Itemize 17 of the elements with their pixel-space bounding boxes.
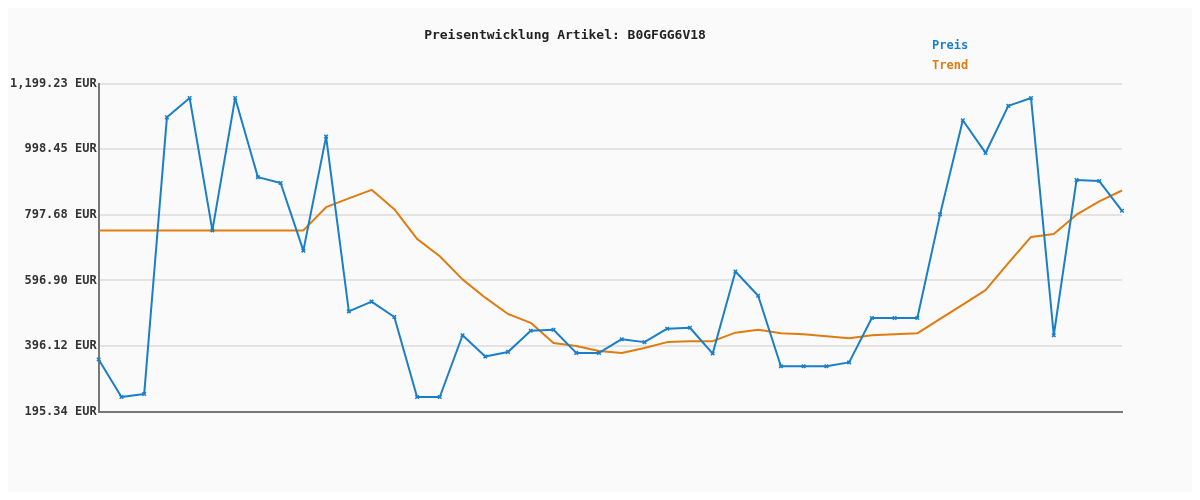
point [732,269,738,275]
point [209,227,215,233]
y-tick-label: 797.68 EUR [24,206,98,221]
point [414,394,420,400]
point [369,299,375,305]
y-tick-label: 998.45 EUR [24,141,98,156]
y-tick-label: 596.90 EUR [24,272,98,287]
y-tick-label: 396.12 EUR [24,338,98,353]
point [1028,95,1034,101]
point [255,174,261,180]
text: Trend [932,58,969,73]
chart-title: Preisentwicklung Artikel: B0GFGG6V18 [424,27,707,43]
y-tick-label: 1,199.23 EUR [9,75,98,90]
text: Preis [932,38,969,53]
point [300,248,306,254]
y-tick-label: 195.34 EUR [24,403,98,418]
point [1051,332,1057,338]
